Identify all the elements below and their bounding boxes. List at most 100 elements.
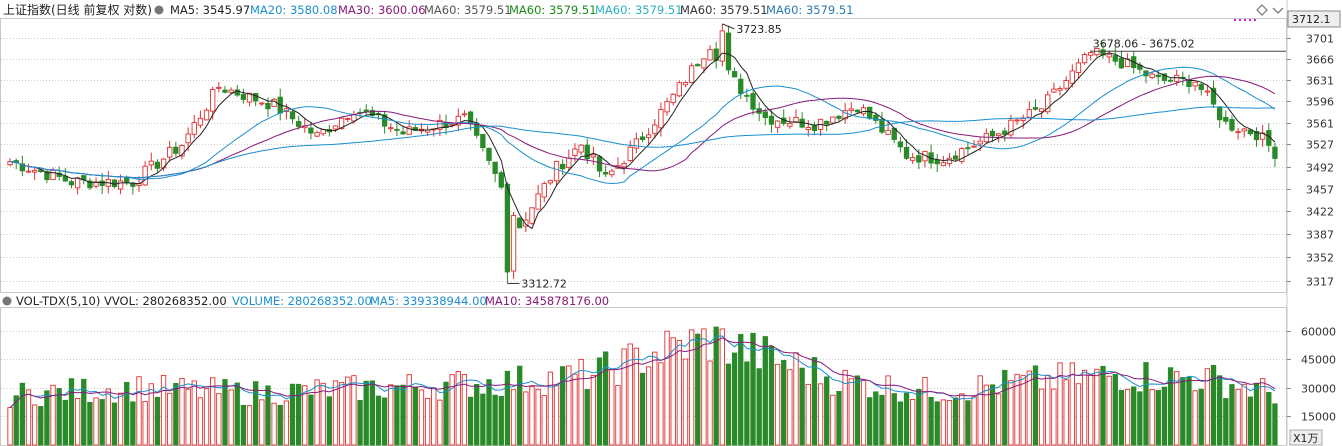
candle-body: [867, 106, 873, 119]
volume-bar: [1081, 369, 1088, 446]
ma60-label-2: MA60: 3579.51: [509, 3, 597, 17]
volume-bar: [787, 369, 793, 446]
volume-bar: [167, 392, 173, 446]
volume-bar: [246, 405, 253, 446]
candle-body: [1051, 88, 1057, 93]
volume-bar: [148, 383, 154, 446]
chevron-down-icon[interactable]: [1272, 7, 1284, 14]
volume-bar: [234, 382, 240, 446]
volume-bar: [1223, 398, 1229, 446]
volume-bar: [216, 393, 222, 446]
volume-bar: [68, 378, 75, 446]
candle-body: [860, 107, 867, 115]
candle-body: [688, 65, 695, 84]
volume-bar: [738, 334, 744, 446]
ma5-line: [10, 52, 1276, 230]
volume-bar: [1038, 388, 1045, 446]
candle-body: [124, 177, 130, 183]
candle-body: [480, 134, 486, 149]
volume-bar: [756, 368, 762, 446]
volume-bar: [240, 404, 247, 446]
candle-body: [87, 180, 93, 189]
candle-body: [768, 115, 775, 125]
candle-body: [805, 127, 811, 130]
candle-body: [406, 126, 412, 135]
volume-bar: [38, 406, 44, 446]
candle-body: [854, 109, 861, 113]
volume-bar: [793, 352, 799, 446]
volume-bar: [418, 389, 425, 446]
volume-bar: [824, 376, 830, 446]
volume-bar: [105, 388, 111, 446]
candle-body: [111, 179, 118, 188]
price-tick-label: 3631: [1306, 75, 1334, 88]
volume-bar: [658, 362, 664, 446]
vvol-label: VVOL: 280268352.00: [104, 294, 227, 308]
volume-ma5-label: MA5: 339338944.00: [370, 294, 487, 308]
volume-bar: [744, 361, 750, 446]
candle-body: [381, 114, 388, 127]
volume-bar: [1094, 368, 1100, 446]
volume-bar: [437, 399, 443, 446]
ma20-label: MA20: 3580.08: [250, 3, 338, 17]
volume-bar: [1063, 379, 1069, 446]
candle-body: [731, 71, 738, 78]
volume-bar: [81, 378, 87, 446]
volume-bar: [965, 400, 971, 446]
volume-bar: [1069, 362, 1075, 446]
volume-bar: [670, 337, 676, 446]
candle-body: [93, 181, 99, 187]
volume-bar: [910, 399, 916, 446]
candle-body: [1253, 131, 1260, 141]
volume-bar: [431, 387, 437, 446]
candle-body: [173, 146, 179, 154]
candle-body: [148, 160, 154, 166]
candle-body: [707, 49, 713, 61]
volume-bar: [1032, 365, 1039, 446]
candle-body: [1002, 130, 1008, 135]
volume-bar: [682, 358, 689, 446]
volume-bar: [314, 379, 320, 446]
indicator-toggle-icon[interactable]: [154, 5, 164, 15]
volume-bar: [142, 401, 148, 446]
volume-bar: [566, 365, 572, 446]
candle-body: [590, 154, 597, 158]
candle-body: [308, 127, 314, 134]
candle-body: [1112, 55, 1118, 62]
candle-body: [1241, 128, 1247, 132]
candle-body: [197, 117, 204, 126]
price-tick-label: 3701: [1306, 33, 1334, 46]
volume-bar: [19, 382, 26, 446]
candle-body: [1106, 53, 1112, 58]
candle-body: [44, 171, 50, 181]
candle-body: [774, 120, 781, 128]
candle-body: [1161, 73, 1168, 81]
volume-bar: [873, 391, 879, 446]
volume-bar: [645, 366, 652, 446]
candle-body: [437, 119, 443, 130]
volume-bar: [1045, 374, 1051, 446]
diamond-icon[interactable]: [1256, 4, 1268, 16]
volume-tick-label: 30000: [1301, 383, 1336, 396]
volume-bar: [1186, 376, 1192, 446]
volume-bar: [959, 393, 965, 446]
volume-bar: [283, 400, 290, 446]
volume-indicator-name: VOL-TDX(5,10): [16, 294, 100, 308]
volume-bar: [725, 363, 732, 446]
candle-body: [633, 138, 640, 149]
volume-bar: [400, 384, 406, 446]
chart-title: 上证指数(日线 前复权 对数): [3, 2, 152, 17]
volume-bar: [1008, 380, 1014, 446]
volume-bar: [1259, 378, 1266, 446]
volume-bar: [449, 374, 455, 446]
volume-bar: [1241, 383, 1247, 446]
candle-body: [578, 144, 584, 153]
candle-body: [977, 140, 983, 145]
volume-bar: [602, 351, 609, 446]
high-pointer: [722, 23, 735, 30]
volume-bar: [952, 397, 959, 446]
candle-body: [1118, 57, 1125, 69]
volume-toggle-icon[interactable]: [2, 296, 12, 306]
candle-body: [1174, 74, 1180, 82]
